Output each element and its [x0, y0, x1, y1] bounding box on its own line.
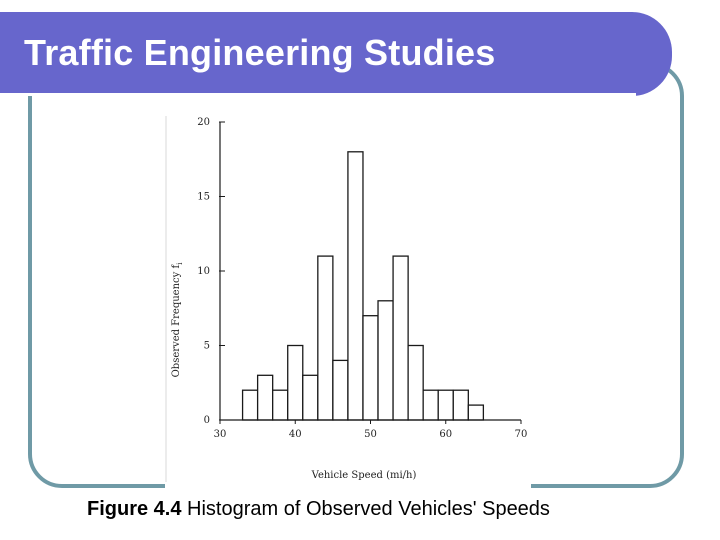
x-tick-label-40: 40 — [289, 429, 302, 440]
y-tick-label-15: 15 — [197, 192, 210, 203]
x-tick-label-50: 50 — [364, 429, 377, 440]
y-tick-label-5: 5 — [204, 341, 210, 352]
caption-text: Histogram of Observed Vehicles' Speeds — [181, 498, 550, 520]
x-tick-label-30: 30 — [214, 429, 227, 440]
histogram-bar-2 — [256, 374, 274, 421]
histogram-bar-1 — [241, 389, 259, 421]
histogram-bar-5 — [302, 374, 319, 421]
histogram-bar-14 — [437, 389, 454, 421]
histogram-bar-8 — [347, 151, 364, 421]
title-band — [0, 12, 672, 96]
histogram-bar-7 — [332, 359, 349, 421]
y-axis-label-text: Observed Frequency f — [171, 264, 182, 378]
histogram-bar-13 — [422, 389, 439, 421]
histogram-bar-15 — [452, 389, 469, 421]
histogram-chart: 0 5 10 15 20 30 40 50 60 70 Observed Frequency fi… — [165, 110, 531, 488]
x-tick-label-70: 70 — [515, 429, 528, 440]
title-underline — [0, 93, 636, 96]
histogram-bar-16 — [467, 404, 485, 421]
y-axis-label: Observed Frequency fi — [171, 262, 184, 378]
x-tick-label-60: 60 — [439, 429, 452, 440]
histogram-bar-4 — [287, 344, 304, 421]
histogram-bar-11 — [392, 255, 409, 421]
slide-title: Traffic Engineering Studies — [24, 32, 496, 73]
x-axis-label: Vehicle Speed (mi/h) — [311, 470, 417, 481]
histogram-bar-3 — [272, 389, 289, 421]
y-tick-label-20: 20 — [197, 117, 210, 128]
caption-label: Figure 4.4 — [87, 498, 182, 520]
figure-caption: Figure 4.4 Histogram of Observed Vehicle… — [87, 498, 550, 521]
y-tick-label-10: 10 — [197, 266, 210, 277]
histogram-bar-10 — [377, 300, 394, 421]
histogram-bar-12 — [407, 344, 424, 421]
histogram-bar-9 — [362, 315, 379, 421]
y-tick-label-0: 0 — [204, 415, 210, 426]
histogram-figure: 0 5 10 15 20 30 40 50 60 70 Observed Frequency fi… — [165, 110, 531, 488]
histogram-bar-6 — [317, 255, 334, 421]
y-axis-label-subscript: i — [176, 262, 184, 265]
